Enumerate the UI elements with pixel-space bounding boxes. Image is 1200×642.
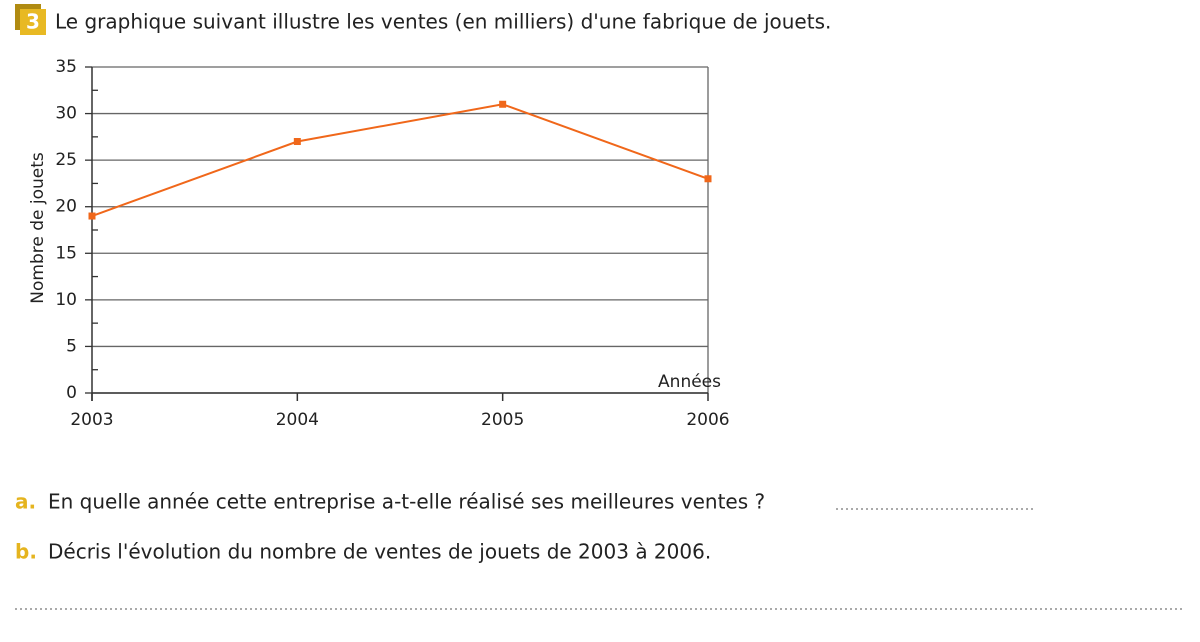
statement: Le graphique suivant illustre les ventes…: [55, 10, 831, 34]
y-tick-label: 15: [55, 243, 77, 263]
data-line: [91, 103, 709, 217]
badge: [20, 9, 46, 35]
x-tick-label: 2006: [686, 410, 729, 430]
y-tick-label: 0: [66, 383, 77, 403]
data-point: [293, 138, 301, 146]
x-tick-label: 2005: [481, 410, 524, 430]
chart: 0 5 10 15 20 25 30 35 2003 2004 2005 2006 Années Nomb…: [28, 57, 730, 430]
question-label: a.: [15, 490, 36, 514]
y-tick-label: 25: [55, 150, 77, 170]
x-tick-label: 2004: [276, 410, 319, 430]
y-tick-label: 20: [55, 197, 77, 217]
y-tick-label: 5: [66, 336, 77, 356]
x-axis-label: Années: [658, 372, 721, 392]
y-axis-label: Nombre de jouets: [28, 152, 48, 304]
x-tick-label: 2003: [70, 410, 113, 430]
data-point: [499, 100, 507, 108]
y-tick-label: 35: [55, 57, 77, 77]
data-point: [88, 212, 96, 220]
data-point: [704, 175, 712, 183]
question-text: En quelle année cette entreprise a-t-ell…: [48, 490, 765, 514]
exercise-number: 3: [26, 10, 40, 34]
question-label: b.: [15, 540, 37, 564]
y-tick-label: 10: [55, 290, 77, 310]
y-tick-label: 30: [55, 104, 77, 124]
question-text: Décris l'évolution du nombre de ventes d…: [48, 540, 711, 564]
